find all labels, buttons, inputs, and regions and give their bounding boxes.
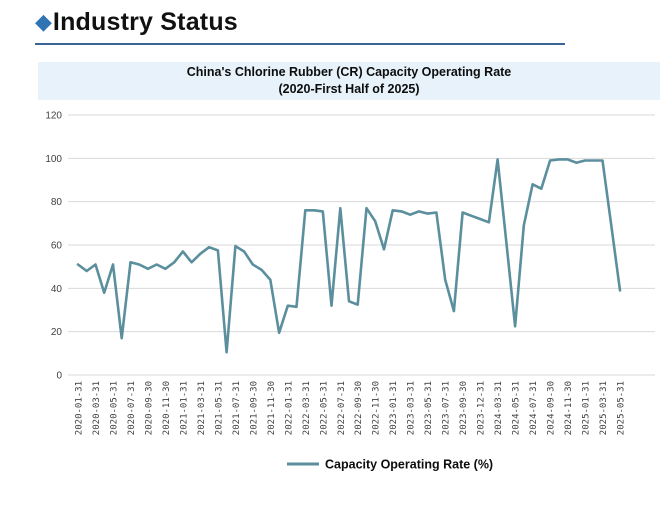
- x-tick-label: 2022-01-31: [284, 381, 294, 435]
- legend-label: Capacity Operating Rate (%): [325, 458, 493, 472]
- x-tick-label: 2021-05-31: [214, 381, 224, 435]
- capacity-operating-rate-line: [76, 158, 622, 354]
- y-tick-label: 80: [51, 197, 63, 208]
- x-tick-label: 2023-09-30: [459, 381, 469, 435]
- y-tick-label: 0: [56, 371, 62, 382]
- x-tick-label: 2022-05-31: [319, 381, 329, 435]
- x-tick-label: 2021-07-31: [232, 381, 242, 435]
- x-tick-label: 2024-11-30: [564, 381, 574, 435]
- x-tick-label: 2023-03-31: [407, 381, 417, 435]
- x-tick-label: 2024-09-30: [547, 381, 557, 435]
- x-tick-label: 2021-09-30: [249, 381, 259, 435]
- x-tick-label: 2022-11-30: [372, 381, 382, 435]
- y-tick-label: 120: [45, 111, 62, 122]
- x-tick-label: 2024-07-31: [529, 381, 539, 435]
- y-tick-label: 100: [45, 154, 62, 165]
- y-axis-tick-labels: 0 20 40 60 80 100 120: [45, 111, 62, 382]
- x-tick-label: 2020-07-31: [127, 381, 137, 435]
- x-axis-tick-labels: 2020-01-31 2020-03-31 2020-05-31 2020-07-31…: [75, 381, 627, 435]
- y-tick-label: 60: [51, 241, 63, 252]
- y-tick-label: 20: [51, 327, 63, 338]
- x-tick-label: 2024-05-31: [512, 381, 522, 435]
- x-tick-label: 2021-01-31: [179, 381, 189, 435]
- x-tick-label: 2020-03-31: [92, 381, 102, 435]
- x-tick-label: 2021-03-31: [197, 381, 207, 435]
- header-underline: [35, 43, 565, 45]
- x-tick-label: 2022-07-31: [337, 381, 347, 435]
- diamond-icon: ◆: [35, 9, 52, 34]
- x-tick-label: 2023-01-31: [389, 381, 399, 435]
- x-tick-label: 2022-03-31: [302, 381, 312, 435]
- x-tick-label: 2025-01-31: [582, 381, 592, 435]
- legend: Capacity Operating Rate (%): [287, 458, 493, 472]
- chart-title-banner: China's Chlorine Rubber (CR) Capacity Op…: [38, 62, 660, 100]
- x-tick-label: 2020-01-31: [75, 381, 85, 435]
- x-tick-label: 2024-03-31: [494, 381, 504, 435]
- x-tick-label: 2023-12-31: [477, 381, 487, 435]
- x-tick-label: 2023-07-31: [442, 381, 452, 435]
- y-tick-label: 40: [51, 284, 63, 295]
- x-tick-label: 2025-05-31: [617, 381, 627, 435]
- x-tick-label: 2023-05-31: [424, 381, 434, 435]
- x-tick-label: 2020-09-30: [144, 381, 154, 435]
- page-title: Industry Status: [52, 7, 238, 36]
- chart-title-line1: China's Chlorine Rubber (CR) Capacity Op…: [186, 65, 512, 79]
- chart-title-line2: (2020-First Half of 2025): [278, 82, 420, 96]
- x-tick-label: 2022-09-30: [354, 381, 364, 435]
- x-tick-label: 2025-03-31: [599, 381, 609, 435]
- x-tick-label: 2021-11-30: [267, 381, 277, 435]
- x-tick-label: 2020-05-31: [109, 381, 119, 435]
- chart-card: China's Chlorine Rubber (CR) Capacity Op…: [38, 62, 660, 472]
- section-header: ◆ Industry Status: [35, 2, 238, 42]
- x-tick-label: 2020-11-30: [162, 381, 172, 435]
- gridlines: [68, 114, 655, 376]
